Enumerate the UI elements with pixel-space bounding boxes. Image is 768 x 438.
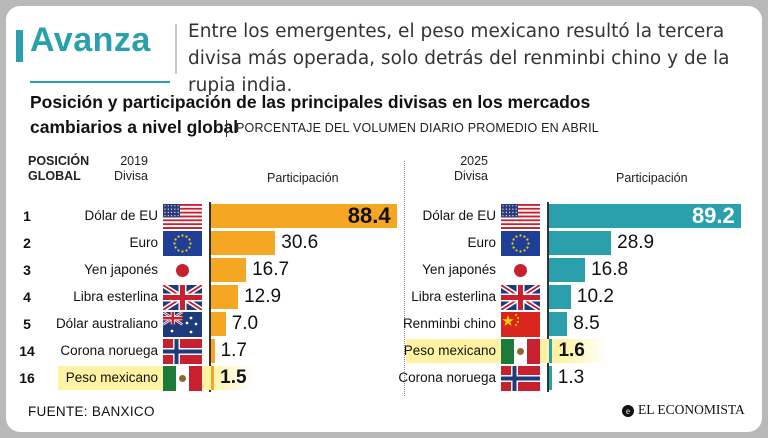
currency-label: Dólar de EU — [422, 208, 496, 223]
value-label: 10.2 — [576, 286, 614, 307]
value-label: 30.6 — [281, 232, 319, 253]
currency-label: Euro — [129, 235, 158, 250]
japan-flag-icon — [163, 258, 202, 283]
bar-2019 — [211, 366, 215, 390]
bar-2025 — [549, 366, 552, 390]
position-label: 1 — [23, 208, 31, 224]
year-2019-header: 2019 Divisa — [106, 154, 148, 184]
position-label: 14 — [19, 343, 35, 359]
publisher-logo: e EL ECONOMISTA — [622, 402, 745, 418]
bar-2019 — [211, 258, 247, 282]
participacion-2019-header: Participación — [267, 171, 339, 185]
year-2025: 2025 — [460, 154, 488, 168]
value-label: 12.9 — [244, 286, 282, 307]
chart-title-line1: Posición y participación de las principa… — [30, 92, 591, 112]
china-flag-icon — [501, 312, 540, 337]
position-header-line1: POSICIÓN — [28, 154, 90, 168]
bar-2025 — [549, 339, 553, 363]
logo-text: EL ECONOMISTA — [638, 402, 745, 417]
year-2019: 2019 — [120, 154, 148, 168]
mexico-flag-icon — [163, 366, 202, 391]
panel-divider — [404, 161, 405, 396]
currency-label: Peso mexicano — [403, 343, 496, 358]
header-underline — [30, 81, 170, 83]
value-label: 88.4 — [347, 203, 391, 228]
currency-label: Dólar de EU — [84, 208, 158, 223]
position-label: 2 — [23, 235, 31, 251]
position-label: 3 — [23, 262, 31, 278]
bar-2025 — [549, 258, 586, 282]
currency-label: Libra esterlina — [73, 289, 158, 304]
year-2025-header: 2025 Divisa — [446, 154, 488, 184]
value-label: 1.7 — [220, 340, 247, 361]
infographic-card: Avanza Entre los emergentes, el peso mex… — [6, 6, 762, 432]
currency-label: Yen japonés — [84, 262, 158, 277]
japan-flag-icon — [501, 258, 540, 283]
australia-flag-icon — [163, 312, 202, 337]
axis-line-2019 — [209, 202, 211, 392]
bar-2019 — [211, 204, 397, 228]
position-label: 5 — [23, 316, 31, 332]
bar-2019 — [211, 339, 215, 363]
eu-flag-icon — [163, 231, 202, 256]
chart-title-line2: cambiarios a nivel global — [30, 117, 239, 137]
bar-2019 — [211, 231, 276, 255]
value-label: 1.5 — [220, 367, 247, 388]
bar-2025 — [549, 231, 612, 255]
bar-2025 — [549, 285, 571, 309]
bar-2019 — [211, 285, 239, 309]
norway-flag-icon — [501, 366, 540, 391]
norway-flag-icon — [163, 339, 202, 364]
value-label: 28.9 — [617, 232, 655, 253]
header-title: Avanza — [30, 21, 151, 59]
highlight-row-2019 — [58, 366, 253, 390]
divisa-2019: Divisa — [113, 169, 148, 183]
chart-subtitle: PORCENTAJE DEL VOLUMEN DIARIO PROMEDIO E… — [236, 121, 599, 135]
position-label: 16 — [19, 370, 35, 386]
bar-2025 — [549, 312, 568, 336]
value-label: 7.0 — [231, 313, 259, 334]
axis-line-2025 — [547, 202, 549, 392]
header-text: Entre los emergentes, el peso mexicano r… — [188, 21, 730, 96]
participacion-2025-header: Participación — [616, 171, 688, 185]
value-label: 1.3 — [557, 367, 585, 388]
bar-2019 — [211, 312, 226, 336]
subtitle-divider — [226, 120, 227, 137]
uk-flag-icon — [501, 285, 540, 310]
logo-icon: e — [622, 405, 634, 417]
mexico-flag-icon — [501, 339, 540, 364]
chart-title: Posición y participación de las principa… — [30, 90, 750, 140]
header-accent-bar — [16, 30, 23, 62]
position-label: 4 — [23, 289, 31, 305]
header-divider — [175, 24, 177, 74]
uk-flag-icon — [163, 285, 202, 310]
position-header: POSICIÓN GLOBAL — [28, 154, 89, 184]
us-flag-icon — [501, 204, 540, 229]
source-note: FUENTE: BANXICO — [28, 404, 155, 419]
position-header-line2: GLOBAL — [28, 169, 81, 183]
currency-label: Yen japonés — [422, 262, 496, 277]
currency-label: Dólar australiano — [55, 316, 158, 331]
currency-label: Euro — [467, 235, 496, 250]
us-flag-icon — [163, 204, 202, 229]
currency-label: Corona noruega — [60, 343, 158, 358]
bar-2025 — [549, 204, 741, 228]
eu-flag-icon — [501, 231, 540, 256]
value-label: 1.6 — [558, 340, 585, 361]
value-label: 16.8 — [591, 259, 629, 280]
currency-label: Libra esterlina — [411, 289, 496, 304]
currency-label: Peso mexicano — [65, 370, 158, 385]
value-label: 89.2 — [691, 203, 735, 228]
value-label: 8.5 — [573, 313, 600, 334]
value-label: 16.7 — [252, 259, 290, 280]
currency-label: Renminbi chino — [402, 316, 496, 331]
currency-label: Corona noruega — [398, 370, 496, 385]
divisa-2025: Divisa — [453, 169, 488, 183]
